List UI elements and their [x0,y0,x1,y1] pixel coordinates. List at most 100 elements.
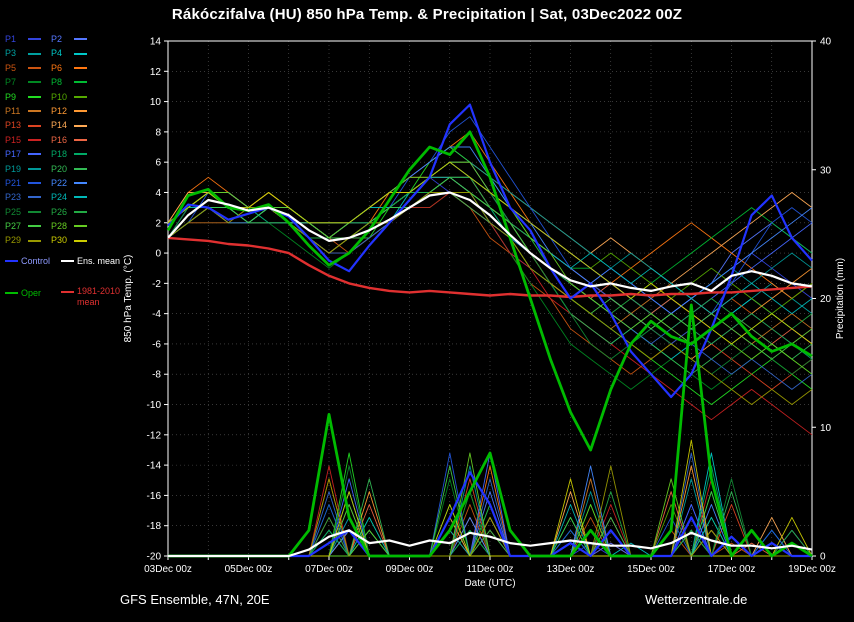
legend-member-p21: P21 [5,176,51,190]
member-line-swatch [28,95,41,98]
legend-member-label: P3 [5,48,17,59]
y-left-tick-label: -4 [152,309,161,320]
axes: -20-18-16-14-12-10-8-6-4-202468101214010… [123,37,846,590]
x-tick-label: 13Dec 00z [547,564,595,575]
legend-member-label: P17 [5,149,22,160]
member-line-swatch [28,210,41,213]
member-line-swatch [28,38,41,41]
y-left-tick-label: 12 [150,67,162,78]
y-left-tick-label: -14 [147,461,162,472]
legend-member-p27: P27 [5,219,51,233]
member-line-swatch [74,66,87,69]
y-right-tick-label: 0 [820,552,826,563]
y-left-axis-title: 850 hPa Temp. (°C) [123,255,134,343]
x-tick-label: 11Dec 00z [466,564,513,575]
main-series [166,103,813,558]
legend-member-p9: P9 [5,90,51,104]
legend-member-label: P28 [51,221,68,232]
y-left-tick-label: 2 [155,218,161,229]
legend-member-p12: P12 [51,104,97,118]
legend-oper-item: Oper [5,286,61,300]
member-line-swatch [74,95,87,98]
legend-member-p24: P24 [51,190,97,204]
member-line-swatch [74,167,87,170]
legend-member-label: P26 [51,206,68,217]
legend-member-p13: P13 [5,118,51,132]
member-line-swatch [74,153,87,156]
legend-member-label: P9 [5,91,17,102]
y-left-tick-label: 6 [155,158,161,169]
y-left-tick-label: -18 [147,521,162,532]
legend-member-p1: P1 [5,32,51,46]
legend-member-p30: P30 [51,233,97,247]
legend-member-p23: P23 [5,190,51,204]
member-line-swatch [28,239,41,242]
control-line-swatch [5,259,18,262]
member-line-swatch [74,138,87,141]
legend-member-label: P13 [5,120,22,131]
legend-member-label: P12 [51,105,68,116]
member-P30-temp-line [167,161,813,345]
y-left-tick-label: -6 [152,339,161,350]
legend-member-p6: P6 [51,61,97,75]
legend-member-label: P21 [5,177,22,188]
legend-member-label: P25 [5,206,22,217]
member-line-swatch [28,52,41,55]
legend-member-p4: P4 [51,46,97,60]
member-line-swatch [74,52,87,55]
member-line-swatch [74,38,87,41]
ens-mean-precip-line [168,529,813,558]
y-left-tick-label: -8 [152,370,161,381]
legend-clim-label: 1981-2010 mean [77,285,121,307]
legend-member-p29: P29 [5,233,51,247]
legend-member-label: P20 [51,163,68,174]
legend-member-label: P23 [5,192,22,203]
legend-member-p15: P15 [5,133,51,147]
member-line-swatch [28,110,41,113]
clim-mean-line-swatch [61,290,74,293]
y-right-tick-label: 10 [820,423,832,434]
legend-member-p17: P17 [5,147,51,161]
x-tick-label: 07Dec 00z [305,564,353,575]
legend-member-label: P1 [5,34,17,44]
x-axis-title: Date (UTC) [464,578,515,589]
member-line-swatch [74,210,87,213]
y-left-tick-label: 0 [155,249,161,260]
member-P29-temp-line [167,192,813,405]
legend-member-p14: P14 [51,118,97,132]
legend-ens-mean-item: Ens. mean [61,254,129,268]
legend-member-p8: P8 [51,75,97,89]
y-right-axis-title: Precipitation (mm) [835,258,846,339]
y-right-tick-label: 30 [820,165,832,176]
oper-temp-line [166,130,813,452]
y-left-tick-label: -12 [147,430,162,441]
y-left-tick-label: 14 [150,37,162,48]
member-line-swatch [74,225,87,228]
page-title: Rákóczifalva (HU) 850 hPa Temp. & Precip… [171,6,683,23]
legend-member-label: P24 [51,192,68,203]
legend-member-label: P22 [51,177,68,188]
ens-mean-temp-line [167,191,813,292]
legend-member-p5: P5 [5,61,51,75]
legend-member-p10: P10 [51,90,97,104]
legend-member-label: P18 [51,149,68,160]
member-line-swatch [74,196,87,199]
legend-member-label: P16 [51,134,68,145]
legend-member-label: P6 [51,62,63,73]
legend-member-p26: P26 [51,205,97,219]
legend-member-label: P8 [51,77,63,88]
legend-member-p18: P18 [51,147,97,161]
member-line-swatch [28,81,41,84]
member-line-swatch [28,196,41,199]
x-tick-label: 15Dec 00z [627,564,675,575]
legend-member-p2: P2 [51,32,97,46]
legend-member-p11: P11 [5,104,51,118]
legend-member-label: P11 [5,105,21,116]
ens-mean-line-swatch [61,259,74,262]
y-left-tick-label: 8 [155,127,161,138]
legend-member-p20: P20 [51,162,97,176]
legend-member-label: P4 [51,48,63,59]
member-line-swatch [74,81,87,84]
footer-site-label: Wetterzentrale.de [645,592,748,607]
